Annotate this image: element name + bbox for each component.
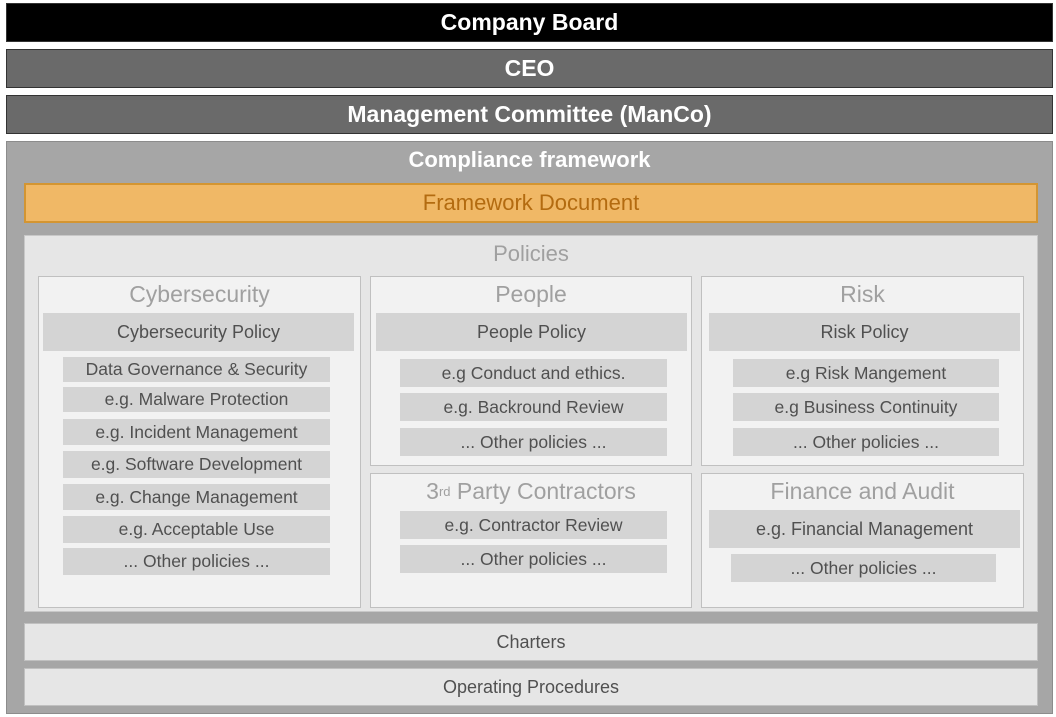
cyber-policy-item: e.g. Incident Management	[63, 419, 330, 445]
people-policy-item: e.g. Backround Review	[400, 393, 667, 421]
ceo-label: CEO	[504, 55, 555, 81]
compliance-framework-box: Compliance framework Framework Document …	[6, 141, 1053, 714]
cybersecurity-panel: Cybersecurity Cybersecurity Policy Data …	[38, 276, 361, 608]
risk-policy-item: e.g Risk Mangement	[733, 359, 999, 387]
company-board-bar: Company Board	[6, 3, 1053, 42]
risk-policy-item: e.g Business Continuity	[733, 393, 999, 421]
charters-box: Charters	[24, 623, 1038, 661]
cyber-policy-item: e.g. Change Management	[63, 484, 330, 510]
contractors-title-number: 3	[426, 477, 439, 504]
finance-policy-item: ... Other policies ...	[731, 554, 996, 582]
risk-panel: Risk Risk Policy e.g Risk Mangement e.g …	[701, 276, 1024, 466]
compliance-framework-title: Compliance framework	[408, 147, 651, 172]
cybersecurity-policy: Cybersecurity Policy	[43, 313, 354, 351]
contractors-policy-item: e.g. Contractor Review	[400, 511, 667, 539]
people-policy-item: e.g Conduct and ethics.	[400, 359, 667, 387]
cyber-policy-item: ... Other policies ...	[63, 548, 330, 575]
manco-bar: Management Committee (ManCo)	[6, 95, 1053, 134]
cyber-policy-item: e.g. Malware Protection	[63, 387, 330, 412]
people-title: People	[495, 280, 567, 307]
operating-procedures-label: Operating Procedures	[442, 676, 620, 697]
operating-procedures-box: Operating Procedures	[24, 668, 1038, 706]
company-board-label: Company Board	[440, 9, 619, 35]
risk-title: Risk	[840, 280, 885, 307]
contractors-policy-item: ... Other policies ...	[400, 545, 667, 573]
policies-title: Policies	[493, 241, 569, 266]
contractors-title-ordinal: rd	[438, 483, 451, 499]
people-policy-item: ... Other policies ...	[400, 428, 667, 456]
risk-policy-item: ... Other policies ...	[733, 428, 999, 456]
finance-audit-title: Finance and Audit	[770, 477, 955, 504]
cyber-policy-item: e.g. Acceptable Use	[63, 516, 330, 543]
framework-document-label: Framework Document	[422, 190, 640, 215]
people-panel: People People Policy e.g Conduct and eth…	[370, 276, 692, 466]
finance-audit-panel: Finance and Audit e.g. Financial Managem…	[701, 473, 1024, 608]
cyber-policy-item: Data Governance & Security	[63, 357, 330, 382]
charters-label: Charters	[496, 631, 566, 652]
framework-document-box: Framework Document	[24, 183, 1038, 223]
cybersecurity-title: Cybersecurity	[129, 280, 270, 307]
finance-policy-item: e.g. Financial Management	[709, 510, 1020, 548]
ceo-bar: CEO	[6, 49, 1053, 88]
manco-label: Management Committee (ManCo)	[347, 101, 712, 127]
risk-policy: Risk Policy	[709, 313, 1020, 351]
policies-box: Policies Cybersecurity Cybersecurity Pol…	[24, 235, 1038, 612]
people-policy: People Policy	[376, 313, 687, 351]
contractors-title-text: Party Contractors	[450, 477, 636, 504]
cyber-policy-item: e.g. Software Development	[63, 451, 330, 478]
